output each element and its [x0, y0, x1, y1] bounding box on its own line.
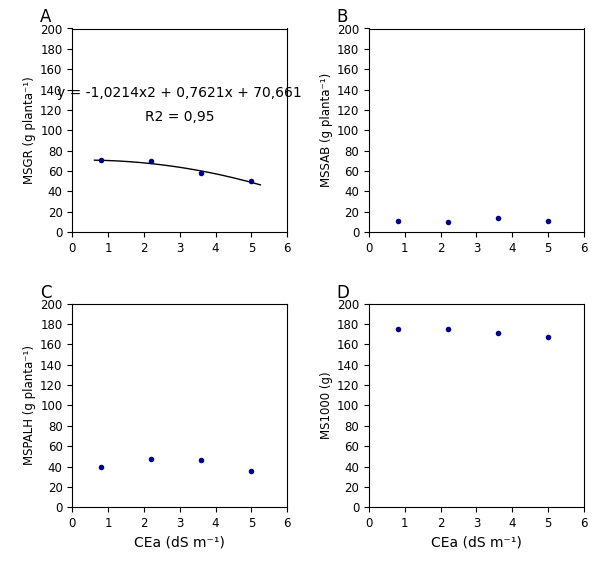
Y-axis label: MSSAB (g planta⁻¹): MSSAB (g planta⁻¹) — [320, 74, 333, 188]
X-axis label: CEa (dS m⁻¹): CEa (dS m⁻¹) — [431, 536, 522, 549]
Text: A: A — [40, 9, 51, 26]
Y-axis label: MSPALH (g planta⁻¹): MSPALH (g planta⁻¹) — [23, 345, 36, 466]
Text: D: D — [337, 283, 350, 302]
Y-axis label: MS1000 (g): MS1000 (g) — [320, 372, 333, 439]
Text: C: C — [40, 283, 52, 302]
Text: R2 = 0,95: R2 = 0,95 — [145, 110, 214, 124]
Text: B: B — [337, 9, 348, 26]
Text: y = -1,0214x2 + 0,7621x + 70,661: y = -1,0214x2 + 0,7621x + 70,661 — [57, 86, 302, 100]
X-axis label: CEa (dS m⁻¹): CEa (dS m⁻¹) — [134, 536, 225, 549]
Y-axis label: MSGR (g planta⁻¹): MSGR (g planta⁻¹) — [23, 76, 36, 184]
